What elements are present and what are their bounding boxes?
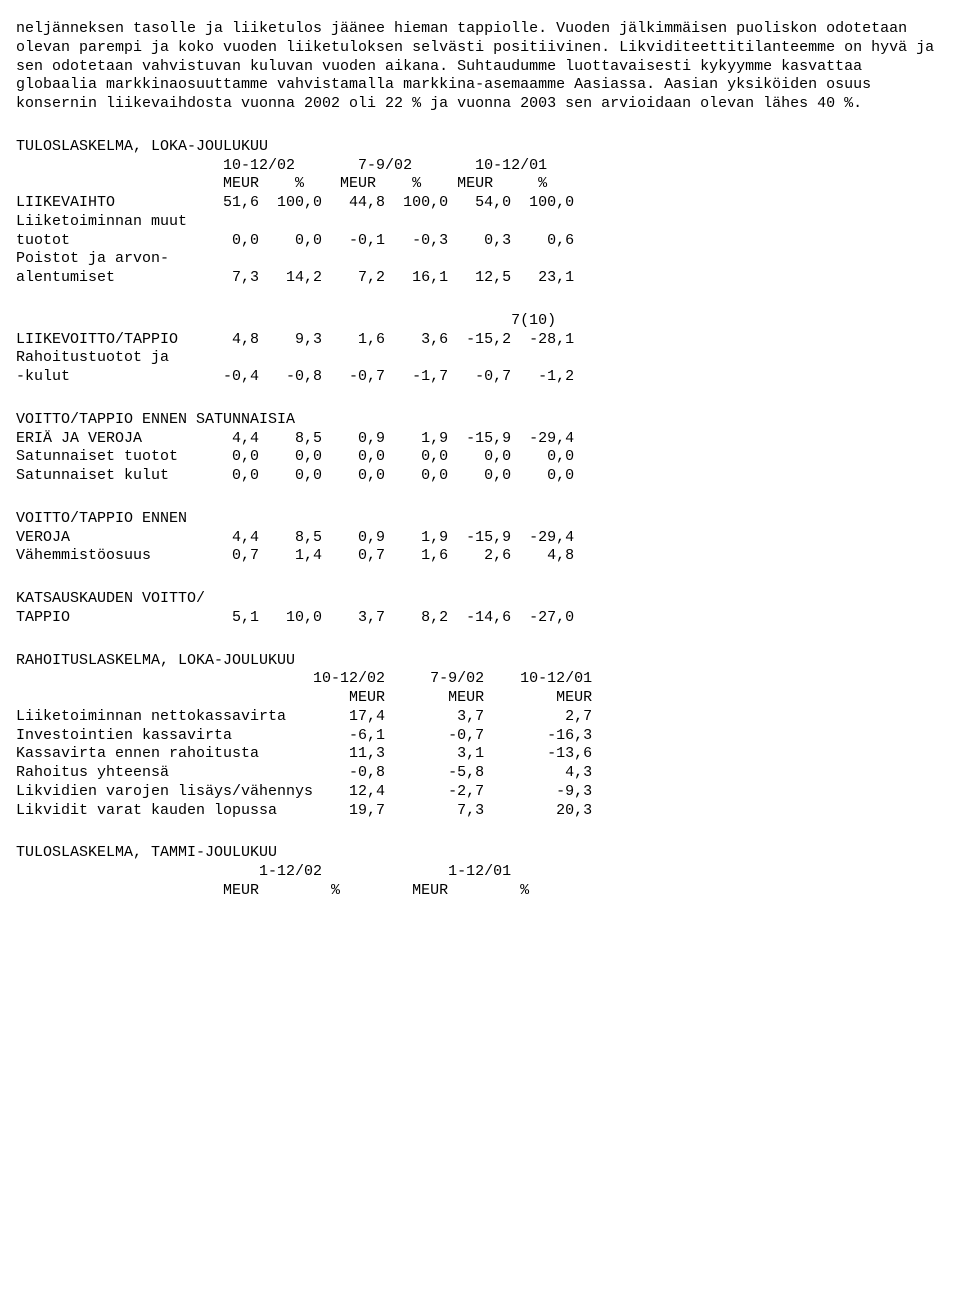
income-statement-q4-cont: 7(10) LIIKEVOITTO/TAPPIO 4,8 9,3 1,6 3,6… [16,312,944,387]
income-statement-fy: TULOSLASKELMA, TAMMI-JOULUKUU 1-12/02 1-… [16,844,944,900]
period-profit: KATSAUSKAUDEN VOITTO/ TAPPIO 5,1 10,0 3,… [16,590,944,628]
profit-before-tax: VOITTO/TAPPIO ENNEN VEROJA 4,4 8,5 0,9 1… [16,510,944,566]
income-statement-q4: TULOSLASKELMA, LOKA-JOULUKUU 10-12/02 7-… [16,138,944,288]
profit-before-extra: VOITTO/TAPPIO ENNEN SATUNNAISIA ERIÄ JA … [16,411,944,486]
cashflow-statement: RAHOITUSLASKELMA, LOKA-JOULUKUU 10-12/02… [16,652,944,821]
intro-paragraph: neljänneksen tasolle ja liiketulos jääne… [16,20,944,114]
